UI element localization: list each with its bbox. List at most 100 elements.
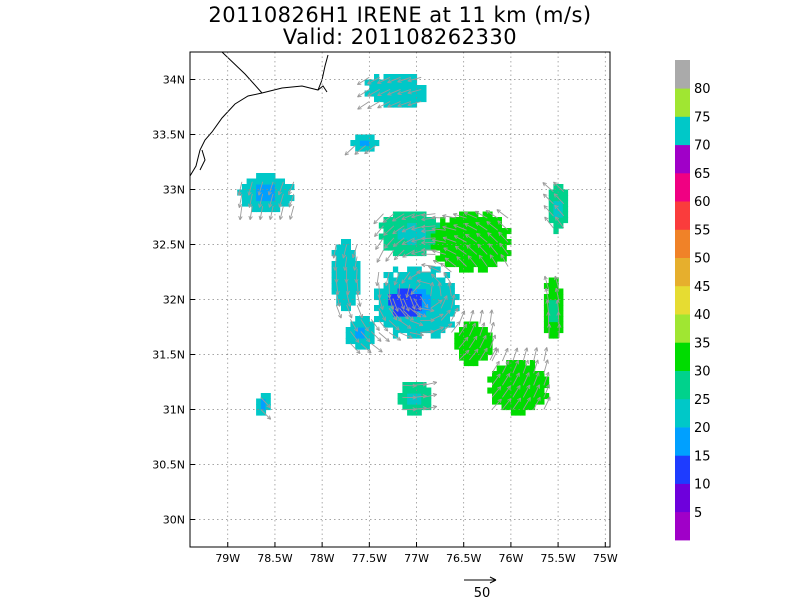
wind-cell — [388, 228, 394, 235]
x-tick-label: 78.5W — [257, 552, 292, 565]
wind-cell — [558, 200, 564, 207]
wind-cell — [482, 228, 488, 235]
wind-cell — [270, 184, 276, 191]
wind-cell — [388, 294, 394, 301]
wind-cell — [553, 200, 559, 207]
wind-vector — [260, 409, 272, 420]
wind-cell — [256, 404, 262, 411]
wind-cell — [473, 332, 479, 339]
wind-cell — [463, 327, 469, 334]
wind-cell — [539, 393, 545, 400]
wind-cell — [279, 200, 285, 207]
colorbar-label: 35 — [694, 336, 711, 351]
wind-vector — [399, 308, 409, 320]
wind-cell — [411, 398, 418, 405]
wind-cell — [543, 327, 550, 334]
wind-cell — [543, 321, 550, 328]
wind-cell — [256, 200, 262, 207]
y-tick-label: 31.5N — [152, 349, 185, 362]
wind-cell — [355, 145, 361, 152]
y-tick-label: 32N — [163, 294, 185, 307]
wind-cell — [468, 228, 474, 235]
wind-cell — [407, 85, 413, 92]
wind-cell — [440, 294, 446, 301]
wind-vector — [491, 360, 500, 374]
wind-cell — [506, 404, 512, 411]
wind-cell — [364, 332, 370, 339]
wind-cell — [558, 184, 564, 191]
wind-cell — [473, 211, 479, 218]
wind-cell — [411, 211, 418, 218]
wind-cell — [426, 305, 432, 312]
colorbar-label: 30 — [694, 365, 711, 380]
wind-cell — [416, 409, 422, 416]
wind-vector — [237, 181, 243, 196]
wind-vector — [402, 298, 410, 312]
wind-vector — [393, 249, 405, 261]
wind-cell — [473, 217, 479, 224]
wind-cell — [411, 85, 418, 92]
wind-cell — [454, 332, 460, 339]
wind-cell — [468, 343, 474, 350]
wind-cell — [274, 178, 281, 185]
y-tick-label: 33.5N — [152, 129, 185, 142]
wind-cell — [421, 277, 427, 284]
wind-cell — [364, 145, 370, 152]
wind-cell — [562, 195, 569, 202]
wind-cell — [473, 233, 479, 240]
wind-cell — [369, 79, 375, 86]
wind-cell — [539, 382, 545, 389]
wind-cell — [459, 211, 465, 218]
axis-ticks: 79W 78.5W 78W 77.5W 77W 76.5W 76W 75.5W 75W 30N 30… — [152, 74, 618, 566]
wind-cell — [392, 327, 399, 334]
wind-vector — [466, 244, 478, 255]
wind-cell — [562, 211, 569, 218]
wind-cell — [501, 228, 507, 235]
wind-vector — [450, 294, 456, 309]
wind-cell — [525, 376, 531, 383]
colorbar-swatch — [675, 116, 690, 146]
colorbar-swatch — [675, 285, 690, 315]
wind-cell — [553, 211, 559, 218]
wind-cell — [529, 360, 536, 367]
wind-cell — [459, 233, 465, 240]
wind-vector — [360, 331, 371, 343]
wind-cell — [397, 233, 403, 240]
wind-cell — [492, 382, 498, 389]
wind-cell — [331, 261, 337, 268]
wind-vector — [399, 296, 405, 310]
wind-cell — [468, 233, 474, 240]
wind-cell — [421, 398, 427, 405]
wind-vector — [533, 359, 539, 374]
wind-cell — [473, 222, 479, 229]
y-tick-label: 30.5N — [152, 459, 185, 472]
wind-cell — [350, 140, 356, 147]
wind-cell — [341, 255, 347, 262]
wind-cell — [492, 222, 498, 229]
wind-cell — [392, 250, 399, 257]
wind-cell — [430, 244, 436, 251]
wind-cell — [501, 387, 507, 394]
wind-cell — [468, 349, 474, 356]
wind-cell — [492, 387, 498, 394]
wind-cell — [558, 211, 564, 218]
wind-cell — [392, 321, 399, 328]
wind-cell — [477, 338, 484, 345]
wind-vector — [332, 244, 337, 259]
wind-cell — [459, 217, 465, 224]
wind-cell — [426, 294, 432, 301]
wind-cell — [501, 365, 507, 372]
wind-cell — [392, 217, 399, 224]
wind-cell — [359, 343, 366, 350]
wind-vector — [335, 280, 340, 295]
wind-cell — [392, 233, 399, 240]
wind-vector — [432, 259, 446, 267]
wind-cell — [473, 343, 479, 350]
wind-vector — [345, 280, 350, 295]
wind-vector — [401, 213, 415, 220]
wind-cell — [534, 376, 540, 383]
wind-cell — [345, 244, 351, 251]
wind-cell — [374, 305, 380, 312]
wind-vector — [485, 209, 498, 219]
wind-cell — [407, 96, 413, 103]
